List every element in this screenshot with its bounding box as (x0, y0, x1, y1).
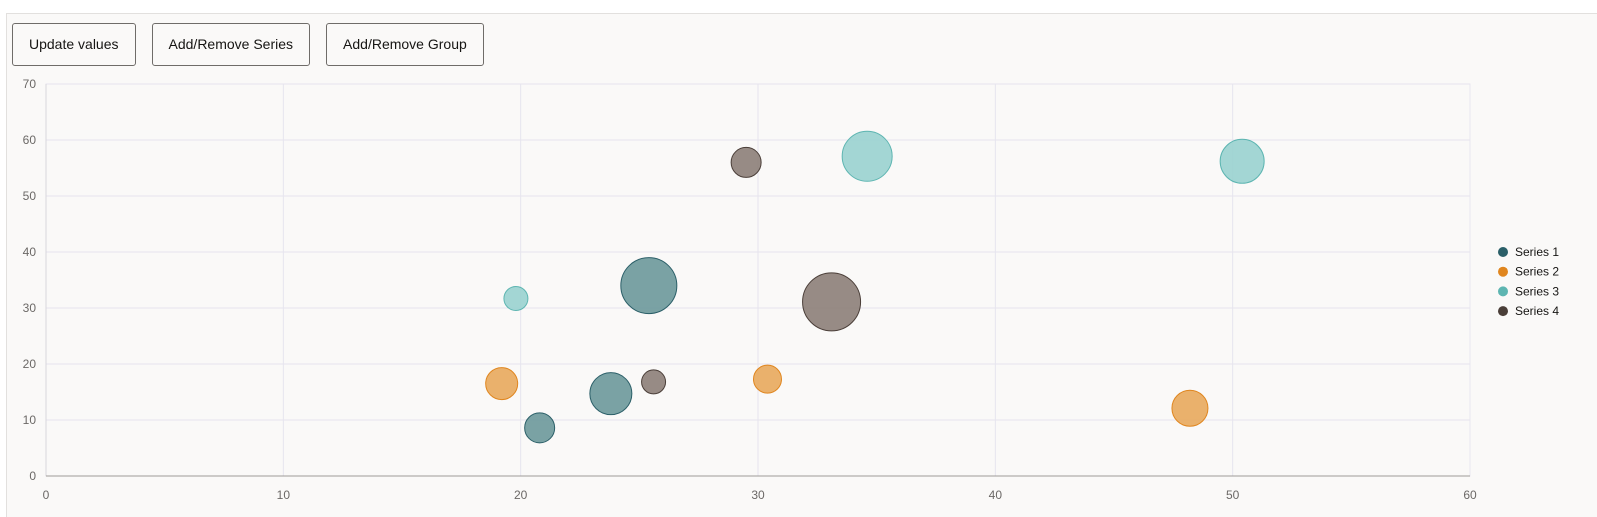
update-values-button[interactable]: Update values (12, 23, 136, 66)
x-tick-label: 40 (989, 488, 1003, 502)
bubble-series-1 (589, 372, 633, 416)
chart-panel: Update values Add/Remove Series Add/Remo… (6, 13, 1597, 517)
bubble-series-1 (620, 257, 678, 315)
y-tick-label: 0 (29, 469, 36, 483)
bubble-series-2 (485, 367, 519, 401)
legend-label-series-4: Series 4 (1515, 304, 1559, 318)
y-tick-label: 40 (23, 245, 37, 259)
legend-marker-series-1 (1498, 247, 1508, 257)
bubble-series-4 (641, 369, 667, 395)
legend-marker-series-2 (1498, 266, 1508, 277)
legend-label-series-1: Series 1 (1515, 245, 1559, 259)
add-remove-group-button[interactable]: Add/Remove Group (326, 23, 484, 66)
bubble-series-1 (524, 412, 556, 444)
y-tick-label: 70 (23, 77, 37, 91)
x-tick-label: 20 (514, 488, 528, 502)
toolbar: Update values Add/Remove Series Add/Remo… (12, 23, 484, 66)
legend-label-series-3: Series 3 (1515, 284, 1559, 298)
y-tick-label: 10 (23, 413, 37, 427)
y-tick-label: 30 (23, 301, 37, 315)
bubble-series-4 (730, 146, 762, 178)
x-tick-label: 0 (43, 488, 50, 502)
add-remove-series-button[interactable]: Add/Remove Series (151, 23, 311, 66)
x-tick-label: 30 (751, 488, 765, 502)
y-tick-label: 20 (23, 357, 37, 371)
legend-marker-series-3 (1498, 286, 1508, 297)
y-tick-label: 60 (23, 133, 37, 147)
bubble-series-3 (503, 285, 529, 311)
x-tick-label: 10 (277, 488, 291, 502)
bubble-series-3 (1219, 138, 1265, 184)
bubble-series-3 (841, 130, 893, 182)
legend-label-series-2: Series 2 (1515, 265, 1559, 279)
x-tick-label: 60 (1463, 488, 1477, 502)
legend-marker-series-4 (1498, 306, 1508, 317)
bubble-series-2 (1171, 389, 1209, 427)
bubble-series-2 (752, 364, 782, 394)
bubble-series-4 (802, 272, 862, 332)
x-tick-label: 50 (1226, 488, 1240, 502)
y-tick-label: 50 (23, 189, 37, 203)
